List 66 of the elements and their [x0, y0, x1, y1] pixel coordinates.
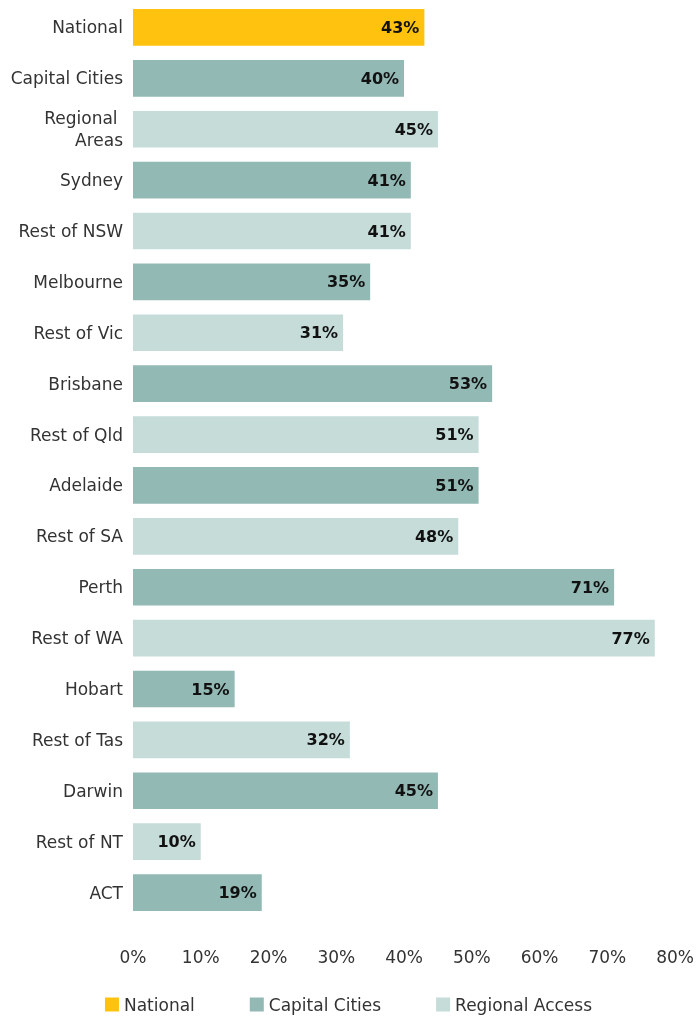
bar — [133, 60, 405, 97]
data-label: 31% — [299, 323, 339, 343]
bar — [133, 9, 425, 46]
data-label: 35% — [326, 272, 366, 292]
y-tick-label: Sydney — [60, 170, 123, 191]
bar — [133, 670, 235, 708]
bar — [133, 161, 411, 199]
y-tick-label: Rest of Tas — [31, 729, 124, 750]
x-tick-label: 40% — [385, 946, 423, 967]
data-label: 15% — [191, 679, 230, 699]
x-tick-label: 0% — [119, 946, 147, 967]
bar — [133, 772, 438, 810]
y-tick-label: Rest of NT — [35, 831, 124, 852]
legend-label: Capital Cities — [268, 994, 382, 1015]
x-tick-label: 30% — [317, 946, 356, 967]
y-tick-label: ACT — [89, 882, 124, 903]
data-label: 40% — [360, 68, 400, 88]
y-tick-label: Regional Areas — [44, 108, 124, 151]
y-tick-label: Rest of Vic — [33, 322, 123, 343]
y-tick-label: Perth — [78, 577, 123, 598]
data-label: 32% — [306, 730, 345, 750]
data-label: 41% — [367, 170, 406, 190]
bar — [133, 568, 615, 606]
y-tick-label: Hobart — [64, 679, 124, 699]
data-label: 41% — [367, 221, 406, 241]
bar — [133, 874, 262, 911]
legend-label: Regional Access — [455, 994, 593, 1015]
bar — [133, 365, 493, 402]
x-tick-label: 80% — [656, 946, 695, 967]
x-tick-label: 60% — [520, 946, 559, 967]
bar — [133, 721, 350, 759]
y-tick-label: Brisbane — [48, 373, 123, 394]
data-label: 43% — [381, 17, 420, 37]
data-label: 71% — [570, 577, 610, 597]
data-label: 19% — [218, 883, 257, 903]
bar — [133, 416, 479, 453]
bar — [133, 823, 201, 860]
data-label: 45% — [394, 119, 433, 139]
x-tick-label: 50% — [452, 946, 491, 967]
y-tick-label: Rest of WA — [31, 628, 124, 649]
x-tick-label: 10% — [181, 946, 220, 967]
y-tick-label: Rest of SA — [36, 526, 124, 547]
data-label: 51% — [435, 425, 474, 445]
y-tick-label: National — [52, 17, 123, 38]
y-tick-label: Rest of Qld — [29, 424, 123, 445]
bar — [133, 110, 438, 148]
bar — [133, 212, 411, 250]
data-label: 77% — [611, 628, 650, 648]
data-label: 53% — [448, 374, 488, 394]
bar — [133, 518, 459, 555]
data-label: 10% — [157, 832, 196, 852]
y-tick-label: Darwin — [63, 780, 123, 801]
x-tick-label: 70% — [588, 946, 627, 967]
data-label: 48% — [414, 526, 454, 546]
legend-label: National — [123, 994, 195, 1015]
data-label: 51% — [435, 475, 474, 495]
data-label: 45% — [394, 781, 433, 801]
x-tick-label: 20% — [249, 946, 288, 967]
bar — [133, 263, 371, 301]
bar — [133, 467, 479, 504]
y-tick-label: Rest of NSW — [18, 221, 124, 241]
y-tick-label: Capital Cities — [10, 68, 124, 89]
y-tick-label: Melbourne — [33, 271, 123, 292]
bar — [133, 314, 344, 352]
y-tick-label: Adelaide — [49, 475, 123, 496]
bar — [133, 619, 655, 657]
